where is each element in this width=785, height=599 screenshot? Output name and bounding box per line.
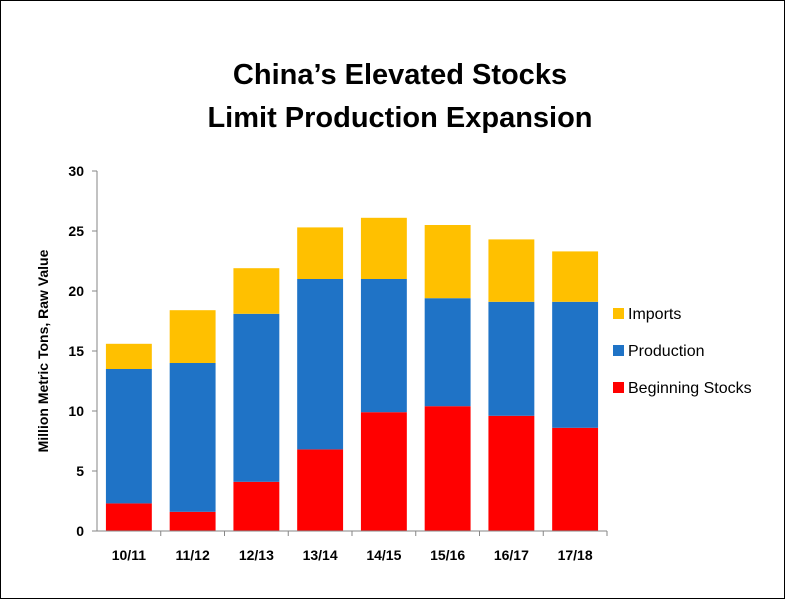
- x-axis-ticks: 10/11 11/12 12/13 13/14 14/15 15/16 16/17 17/18: [112, 531, 608, 563]
- legend-swatch-production: [613, 345, 624, 356]
- x-tick-label: 14/15: [366, 547, 401, 563]
- legend-label-beginning-stocks: Beginning Stocks: [628, 380, 752, 397]
- legend-swatch-beginning-stocks: [613, 382, 624, 393]
- y-tick-label: 20: [68, 283, 84, 299]
- bar-production: [424, 298, 471, 407]
- bar-beginning-stocks: [360, 412, 407, 531]
- legend: Imports Production Beginning Stocks: [613, 306, 752, 397]
- bar-imports: [297, 227, 344, 279]
- chart-title-line-2: Limit Production Expansion: [207, 102, 592, 134]
- bar-imports: [233, 268, 280, 314]
- bars-group: [105, 217, 599, 531]
- bar-production: [233, 313, 280, 482]
- x-tick-label: 17/18: [558, 547, 593, 563]
- bar-production: [488, 301, 535, 416]
- x-tick-label: 13/14: [303, 547, 338, 563]
- bar-production: [297, 279, 344, 450]
- bar-imports: [360, 217, 407, 279]
- y-tick-label: 25: [68, 223, 84, 239]
- bar-imports: [105, 343, 152, 369]
- x-tick-label: 12/13: [239, 547, 274, 563]
- bar-production: [105, 369, 152, 504]
- legend-label-production: Production: [628, 343, 705, 360]
- y-axis-ticks: 0 5 10 15 20 25 30: [68, 163, 97, 539]
- bar-beginning-stocks: [552, 427, 599, 531]
- chart-title-line-1: China’s Elevated Stocks: [233, 59, 567, 91]
- x-tick-label: 11/12: [175, 547, 209, 563]
- bar-imports: [488, 239, 535, 302]
- x-tick-label: 10/11: [112, 547, 146, 563]
- y-tick-label: 30: [68, 163, 84, 179]
- bar-imports: [169, 310, 216, 363]
- y-tick-label: 15: [68, 343, 84, 359]
- y-tick-label: 0: [76, 523, 84, 539]
- bar-imports: [552, 251, 599, 302]
- bar-production: [360, 279, 407, 413]
- bar-beginning-stocks: [297, 449, 344, 531]
- legend-label-imports: Imports: [628, 306, 681, 323]
- legend-swatch-imports: [613, 308, 624, 319]
- y-tick-label: 10: [68, 403, 84, 419]
- bar-production: [169, 363, 216, 512]
- bar-production: [552, 301, 599, 428]
- x-tick-label: 16/17: [494, 547, 529, 563]
- y-axis-title: Million Metric Tons, Raw Value: [35, 249, 51, 452]
- bar-beginning-stocks: [105, 503, 152, 531]
- x-tick-label: 15/16: [430, 547, 465, 563]
- y-tick-label: 5: [76, 463, 84, 479]
- bar-imports: [424, 225, 471, 299]
- bar-beginning-stocks: [424, 406, 471, 531]
- bar-beginning-stocks: [169, 511, 216, 531]
- bar-beginning-stocks: [488, 415, 535, 531]
- bar-beginning-stocks: [233, 481, 280, 531]
